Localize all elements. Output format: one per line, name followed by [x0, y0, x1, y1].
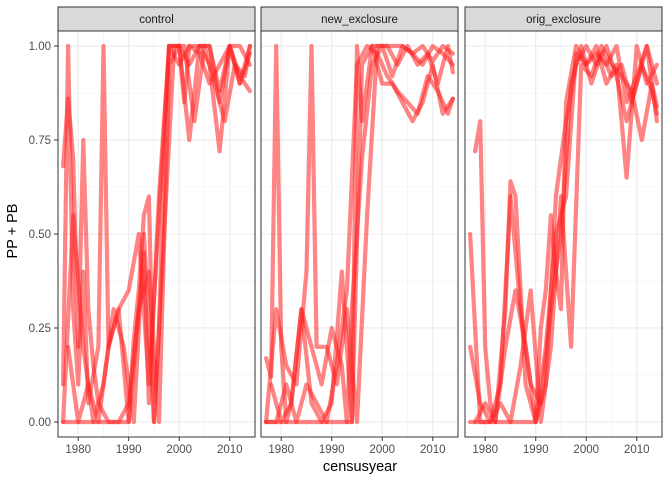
strip-header	[464, 6, 663, 32]
strip-label: new_exclosure	[321, 14, 398, 26]
x-tick-label: 1980	[472, 444, 498, 456]
x-axes: 1980 1990 2000 2010 1980 1990 2000 2010 1980 1990…	[65, 437, 650, 456]
x-tick-label: 1990	[523, 444, 549, 456]
strip-label: control	[139, 14, 174, 26]
x-tick-label: 2010	[217, 444, 243, 456]
y-tick-label: 1.00	[29, 41, 51, 53]
panel-border	[464, 30, 663, 438]
series-line	[468, 43, 660, 425]
series-line	[473, 43, 660, 425]
y-axis: 0.00 0.25 0.50 0.75 1.00	[29, 41, 58, 429]
x-tick-label: 2000	[369, 444, 395, 456]
x-axis-title: censusyear	[323, 459, 397, 475]
x-tick-label: 1990	[116, 444, 142, 456]
y-tick-label: 0.75	[29, 135, 51, 147]
series-line	[264, 43, 455, 425]
panel-control: control	[57, 6, 256, 438]
y-tick-label: 0.25	[29, 323, 51, 335]
panels-group: control new_exclosure orig_exclosure	[57, 6, 663, 438]
series-line	[269, 43, 455, 425]
x-tick-label: 2000	[166, 444, 192, 456]
y-tick-label: 0.50	[29, 229, 51, 241]
x-tick-label: 2000	[573, 444, 599, 456]
x-tick-label: 2010	[624, 444, 650, 456]
series-line	[65, 43, 252, 425]
strip-header	[57, 6, 256, 32]
panel-border	[260, 30, 459, 438]
series-line	[468, 43, 660, 425]
y-axis-title: PP + PB	[5, 204, 21, 259]
x-tick-label: 1980	[65, 444, 91, 456]
x-tick-label: 1980	[268, 444, 294, 456]
x-tick-label: 1990	[319, 444, 345, 456]
x-tick-label: 2010	[420, 444, 446, 456]
y-tick-label: 0.00	[29, 417, 51, 429]
strip-label: orig_exclosure	[526, 14, 601, 26]
panel-orig_exclosure: orig_exclosure	[464, 6, 663, 438]
series-line	[264, 43, 455, 425]
panel-new_exclosure: new_exclosure	[260, 6, 459, 438]
